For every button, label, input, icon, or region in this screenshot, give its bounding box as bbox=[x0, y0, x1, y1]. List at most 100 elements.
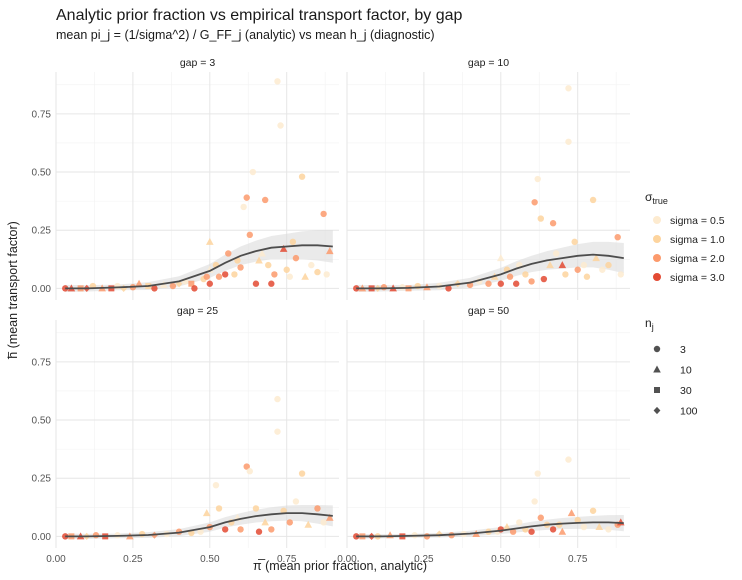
data-point bbox=[323, 271, 330, 278]
data-point bbox=[261, 518, 269, 526]
data-point bbox=[605, 526, 612, 533]
y-tick-label: 0.75 bbox=[32, 357, 52, 368]
data-point bbox=[599, 266, 606, 273]
data-point bbox=[552, 250, 560, 257]
data-point bbox=[537, 514, 544, 521]
data-point bbox=[537, 215, 544, 222]
data-point bbox=[249, 168, 257, 176]
color-legend-label: sigma = 1.0 bbox=[670, 234, 725, 246]
data-point bbox=[549, 526, 557, 533]
color-legend-key bbox=[653, 216, 661, 224]
data-point bbox=[308, 261, 315, 269]
data-point bbox=[203, 273, 210, 280]
data-point bbox=[274, 428, 281, 435]
color-legend-label: sigma = 0.5 bbox=[670, 215, 725, 227]
facet-strip-label: gap = 3 bbox=[180, 57, 215, 69]
x-tick-label: 0.75 bbox=[568, 554, 588, 565]
shape-legend-title-sub: j bbox=[651, 322, 654, 332]
x-tick-label: 0.00 bbox=[46, 554, 66, 565]
data-point bbox=[268, 280, 275, 287]
data-point bbox=[191, 285, 198, 292]
data-point bbox=[509, 528, 517, 535]
data-point bbox=[292, 254, 300, 262]
data-point bbox=[286, 519, 293, 526]
y-tick-label: 0.75 bbox=[32, 109, 52, 120]
smooth-line bbox=[65, 512, 333, 538]
chart-subtitle: mean pi_j = (1/sigma^2) / G_FF_j (analyt… bbox=[56, 28, 435, 42]
data-point bbox=[314, 268, 321, 276]
facet-panel: gap = 50 0.00 0.25 0.50 0.75 bbox=[337, 305, 630, 565]
smooth-line bbox=[356, 521, 624, 538]
data-point bbox=[243, 194, 250, 201]
data-point bbox=[595, 523, 604, 531]
data-point bbox=[252, 280, 260, 287]
y-tick-label: 0.25 bbox=[32, 226, 52, 237]
data-point bbox=[279, 244, 288, 252]
data-point bbox=[255, 256, 263, 264]
shape-legend-key bbox=[653, 345, 661, 353]
data-point bbox=[221, 526, 229, 533]
data-point bbox=[320, 210, 327, 218]
data-point bbox=[562, 271, 569, 278]
data-point bbox=[274, 395, 281, 403]
data-point bbox=[289, 238, 297, 246]
data-point bbox=[255, 528, 263, 535]
data-point bbox=[277, 122, 284, 129]
facet-panel: gap = 3 0.00 0.25 0.50 0.75 bbox=[32, 57, 339, 300]
data-point bbox=[304, 520, 313, 528]
data-point bbox=[540, 275, 548, 283]
data-point bbox=[574, 266, 581, 273]
data-point bbox=[225, 250, 232, 257]
data-point bbox=[567, 509, 576, 517]
chart-title: Analytic prior fraction vs empirical tra… bbox=[56, 7, 462, 24]
shape-legend-label: 30 bbox=[680, 385, 692, 397]
data-point bbox=[92, 532, 100, 539]
data-point bbox=[534, 175, 541, 183]
data-point bbox=[592, 254, 600, 262]
data-point bbox=[528, 278, 535, 285]
shape-legend-key bbox=[654, 387, 660, 393]
data-point bbox=[497, 254, 505, 262]
x-axis-label: π̅ (mean prior fraction, analytic) bbox=[253, 559, 427, 573]
data-point bbox=[546, 261, 554, 269]
data-point bbox=[531, 199, 538, 206]
data-point bbox=[215, 505, 223, 512]
data-point bbox=[237, 526, 244, 533]
data-point bbox=[497, 280, 505, 287]
y-tick-label: 0.25 bbox=[32, 474, 52, 485]
x-tick-label: 0.50 bbox=[491, 554, 511, 565]
data-point bbox=[206, 280, 214, 287]
y-axis-label: h̅ (mean transport factor) bbox=[6, 221, 20, 359]
data-point bbox=[617, 271, 624, 278]
smooth-line bbox=[65, 244, 333, 290]
y-tick-label: 0.50 bbox=[32, 168, 52, 179]
data-point bbox=[589, 196, 597, 204]
facet-panels: gap = 3 0.00 0.25 0.50 0.75 gap = 10 gap = 25 0… bbox=[32, 57, 630, 565]
data-point bbox=[565, 138, 572, 145]
data-point bbox=[528, 528, 535, 535]
data-point bbox=[571, 238, 578, 246]
data-point bbox=[512, 280, 520, 287]
facet-panel: gap = 10 bbox=[346, 57, 630, 300]
data-point bbox=[237, 264, 244, 271]
x-tick-label: 0.00 bbox=[337, 554, 357, 565]
data-point bbox=[246, 468, 253, 475]
data-point bbox=[320, 519, 327, 526]
shape-legend-key bbox=[653, 365, 661, 373]
data-point bbox=[206, 237, 214, 245]
shape-legend-key bbox=[653, 406, 661, 415]
facet-strip-label: gap = 50 bbox=[468, 305, 509, 317]
data-point bbox=[135, 279, 143, 287]
data-point bbox=[274, 78, 281, 85]
data-point bbox=[445, 285, 452, 292]
data-point bbox=[265, 261, 272, 269]
data-point bbox=[292, 498, 300, 505]
data-point bbox=[380, 284, 388, 291]
color-legend-title-main: σ bbox=[645, 190, 653, 204]
shape-legend-label: 100 bbox=[680, 406, 698, 418]
confidence-band bbox=[65, 230, 333, 292]
data-point bbox=[565, 85, 572, 92]
data-point bbox=[286, 273, 293, 280]
data-point bbox=[565, 456, 572, 463]
